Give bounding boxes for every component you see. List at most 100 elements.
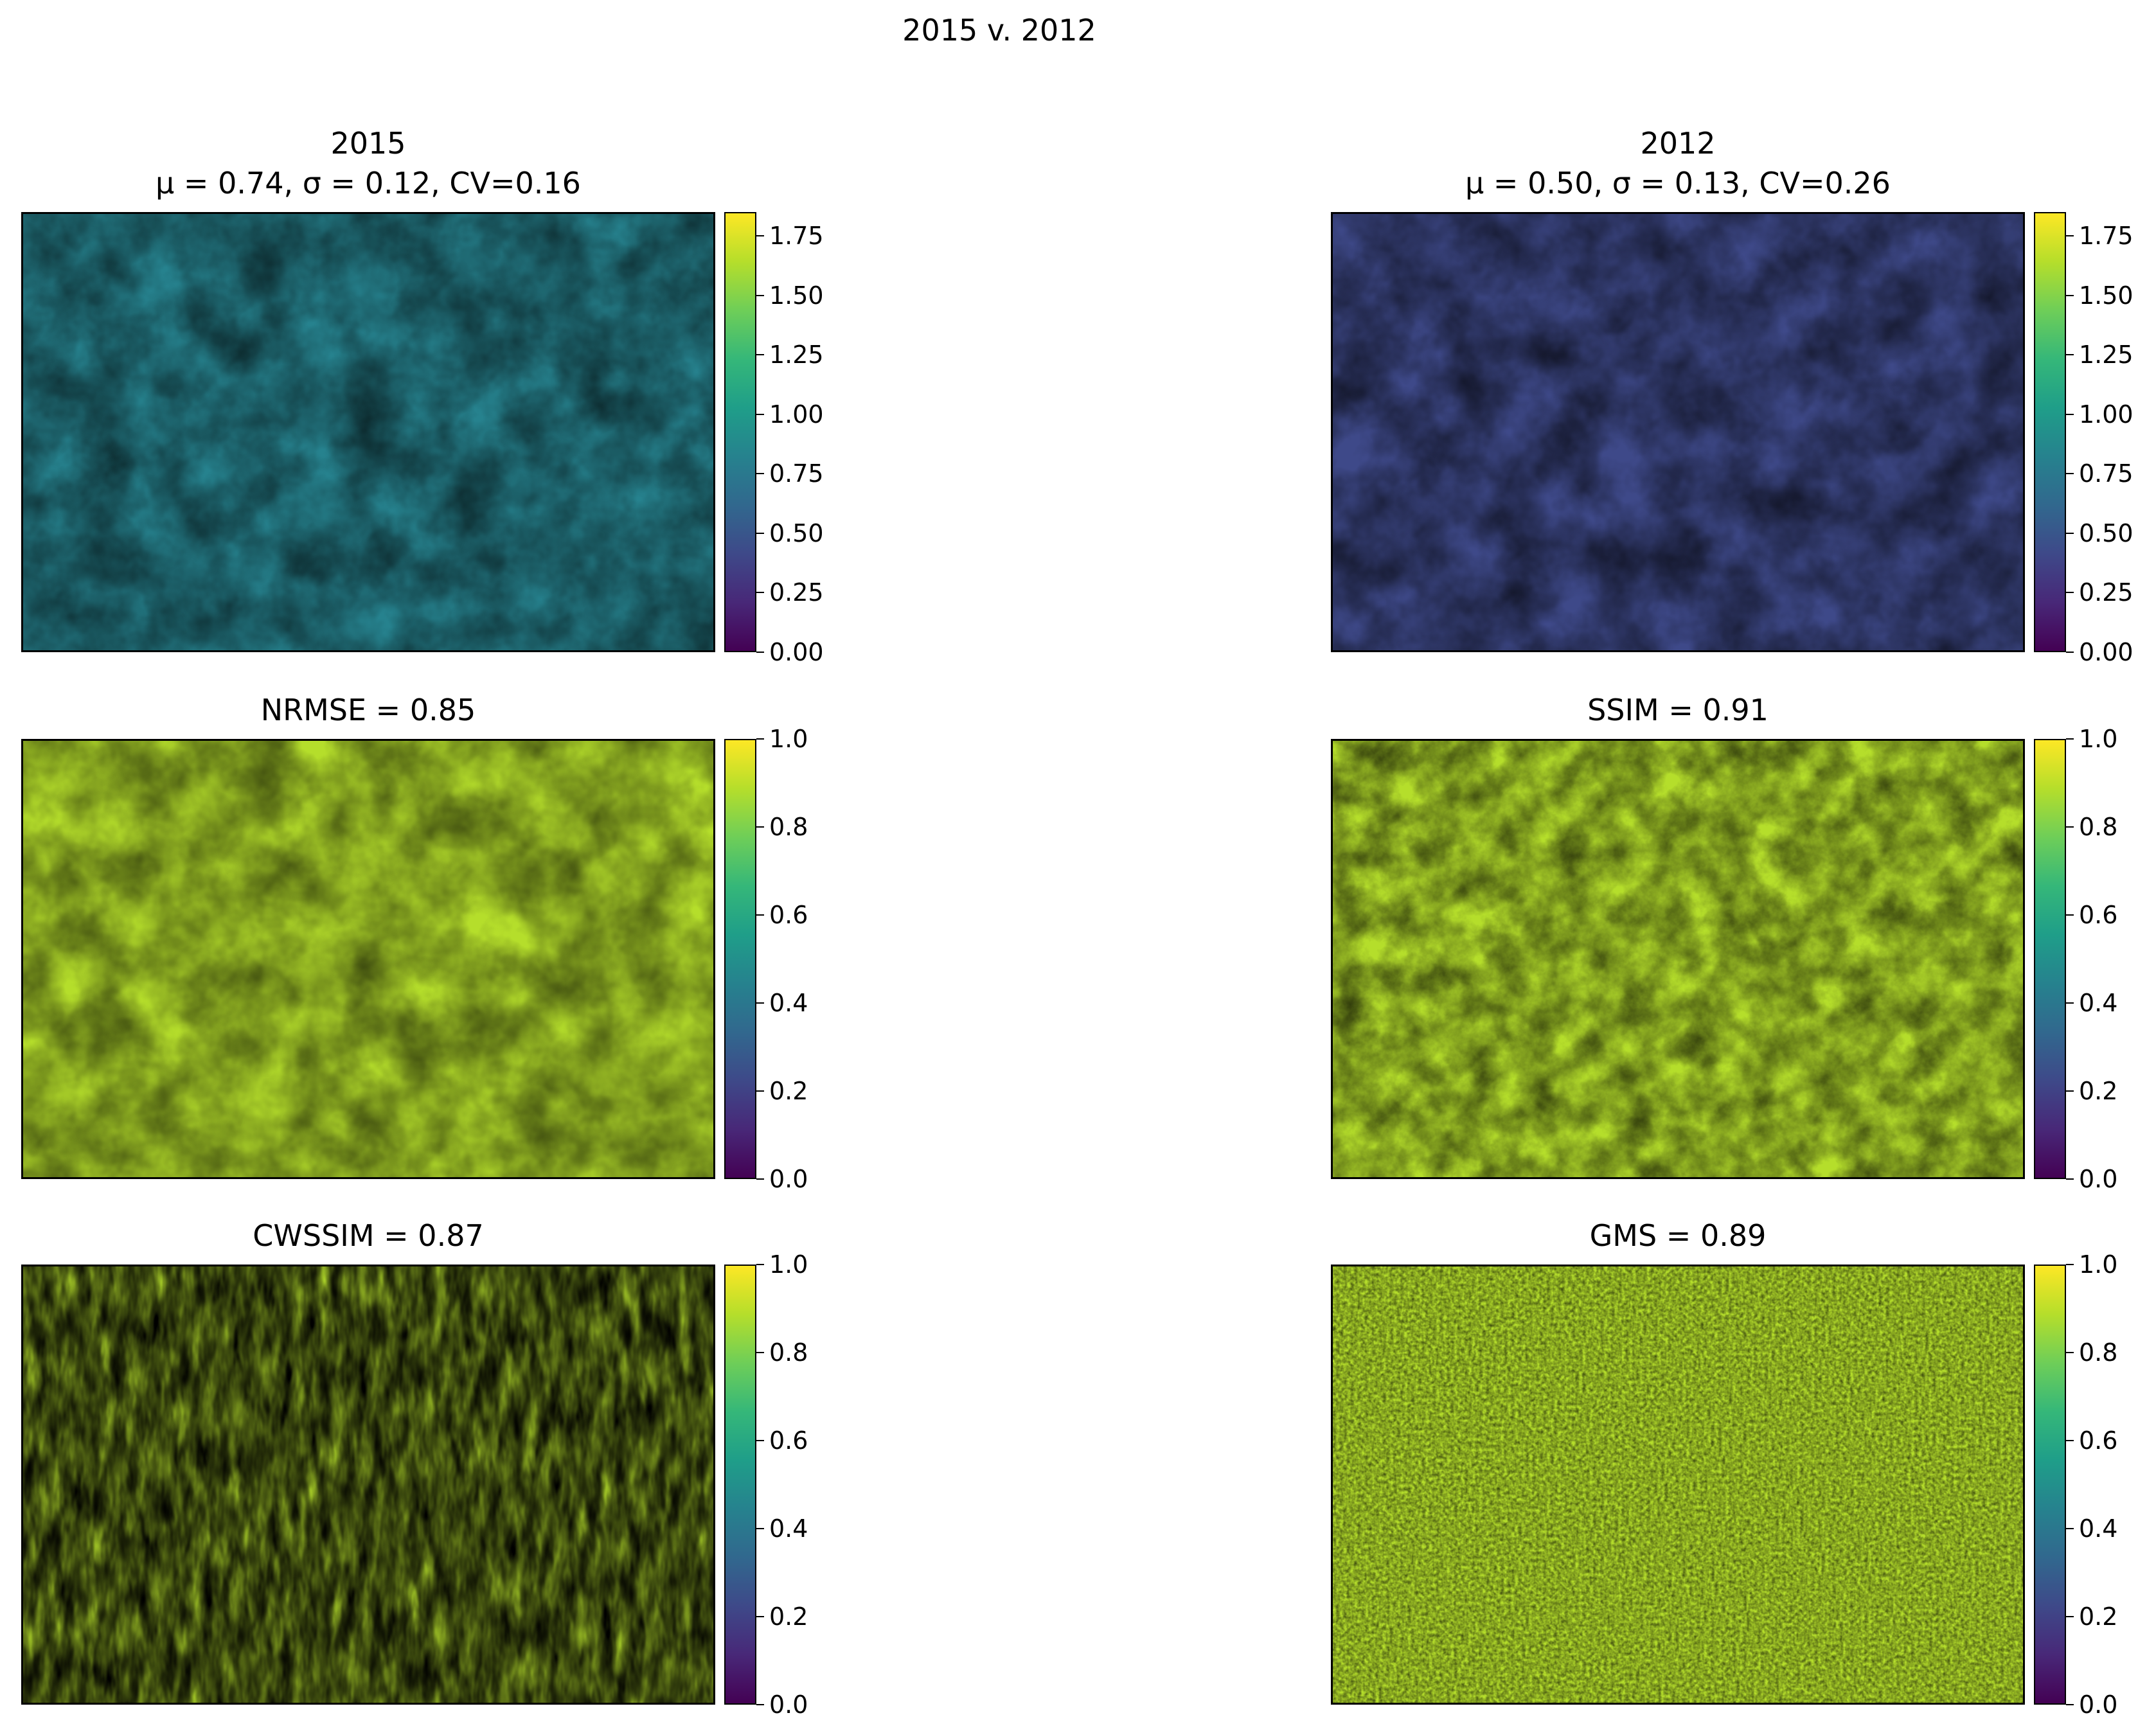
- colorbar-tick-label: 1.00: [2079, 400, 2134, 429]
- colorbar-tick: [2066, 413, 2074, 415]
- figure-title: 2015 v. 2012: [902, 13, 1096, 48]
- colorbar-tick: [2066, 1090, 2074, 1092]
- colorbar-tick-label: 0.4: [769, 989, 808, 1017]
- colorbar-tick-label: 1.50: [2079, 281, 2134, 310]
- colorbar-tick: [756, 652, 764, 653]
- colorbar-cwssim-0-87: [724, 1265, 756, 1705]
- colorbar-tick-label: 1.0: [2079, 725, 2118, 753]
- colorbar-tick-label: 0.0: [2079, 1691, 2118, 1719]
- colorbar-tick-label: 0.4: [2079, 989, 2118, 1017]
- heatmap-high-values: [1333, 741, 2023, 1177]
- colorbar-tick-label: 1.50: [769, 281, 824, 310]
- colorbar-tick: [2066, 738, 2074, 740]
- colorbar-tick: [756, 1090, 764, 1092]
- colorbar-tick-label: 0.4: [2079, 1514, 2118, 1543]
- colorbar-tick: [2066, 1528, 2074, 1529]
- panel-title-gms-0-89: GMS = 0.89: [1331, 1216, 2025, 1256]
- colorbar-tick: [756, 1440, 764, 1441]
- colorbar-tick-label: 0.0: [769, 1165, 808, 1193]
- colorbar-tick-label: 0.8: [2079, 813, 2118, 841]
- colorbar-tick: [2066, 235, 2074, 237]
- panel-title-line1: GMS = 0.89: [1589, 1218, 1767, 1253]
- colorbar-tick: [756, 235, 764, 237]
- colorbar-tick-label: 0.25: [769, 578, 824, 607]
- colorbar-tick: [2066, 914, 2074, 916]
- colorbar-tick: [756, 1002, 764, 1004]
- colorbar-tick-label: 1.25: [2079, 341, 2134, 369]
- heatmap-2015: [21, 212, 715, 652]
- panel-title-cwssim-0-87: CWSSIM = 0.87: [21, 1216, 715, 1256]
- colorbar-tick: [756, 1264, 764, 1265]
- colorbar-tick-label: 0.2: [769, 1602, 808, 1631]
- heatmap-field: [23, 1266, 713, 1703]
- heatmap-field: [1333, 741, 2023, 1177]
- colorbar-tick: [756, 1616, 764, 1617]
- colorbar-tick-label: 1.75: [769, 222, 824, 251]
- colorbar-tick: [756, 413, 764, 415]
- colorbar-tick-label: 0.25: [2079, 578, 2134, 607]
- heatmap-field: [1333, 214, 2023, 650]
- colorbar-gms-0-89: [2034, 1265, 2066, 1705]
- colorbar-tick: [756, 1352, 764, 1353]
- colorbar-tick: [2066, 532, 2074, 534]
- colorbar-tick-label: 1.25: [769, 341, 824, 369]
- colorbar-tick: [756, 294, 764, 296]
- colorbar-tick: [2066, 826, 2074, 828]
- colorbar-tick-label: 0.0: [769, 1691, 808, 1719]
- colorbar-tick: [2066, 1440, 2074, 1441]
- colorbar-tick: [2066, 294, 2074, 296]
- heatmap-high-values: [1333, 1266, 2023, 1703]
- heatmap-field: [23, 741, 713, 1177]
- colorbar-tick: [2066, 473, 2074, 475]
- colorbar-tick: [756, 1704, 764, 1705]
- panel-title-line1: NRMSE = 0.85: [260, 693, 476, 727]
- panel-title-ssim-0-91: SSIM = 0.91: [1331, 690, 2025, 730]
- panel-title-2012: 2012 μ = 0.50, σ = 0.13, CV=0.26: [1331, 123, 2025, 203]
- colorbar-tick-label: 0.2: [2079, 1077, 2118, 1105]
- colorbar-tick: [2066, 354, 2074, 356]
- heatmap-gms-0-89: [1331, 1265, 2025, 1705]
- colorbar-tick-label: 0.2: [769, 1077, 808, 1105]
- panel-title-stats: μ = 0.74, σ = 0.12, CV=0.16: [156, 166, 581, 200]
- colorbar-tick-label: 0.50: [769, 519, 824, 547]
- colorbar-tick: [2066, 1178, 2074, 1180]
- colorbar-tick: [756, 592, 764, 594]
- colorbar-tick-label: 1.0: [769, 725, 808, 753]
- colorbar-tick-label: 1.75: [2079, 222, 2134, 251]
- colorbar-tick-label: 0.75: [769, 459, 824, 488]
- heatmap-field: [1333, 1266, 2023, 1703]
- colorbar-tick: [2066, 1264, 2074, 1265]
- colorbar-tick-label: 0.00: [2079, 638, 2134, 666]
- colorbar-tick: [756, 1178, 764, 1180]
- colorbar-tick-label: 1.0: [2079, 1250, 2118, 1279]
- colorbar-tick: [756, 354, 764, 356]
- colorbar-tick-label: 0.4: [769, 1514, 808, 1543]
- heatmap-2012: [1331, 212, 2025, 652]
- colorbar-tick-label: 0.8: [2079, 1338, 2118, 1367]
- colorbar-tick-label: 1.00: [769, 400, 824, 429]
- heatmap-high-values: [1333, 214, 2023, 650]
- colorbar-tick: [2066, 1352, 2074, 1353]
- colorbar-tick-label: 0.6: [2079, 901, 2118, 929]
- colorbar-tick-label: 0.6: [769, 901, 808, 929]
- heatmap-ssim-0-91: [1331, 739, 2025, 1179]
- colorbar-tick-label: 0.8: [769, 813, 808, 841]
- colorbar-tick-label: 1.0: [769, 1250, 808, 1279]
- panel-title-2015: 2015 μ = 0.74, σ = 0.12, CV=0.16: [21, 123, 715, 203]
- colorbar-tick-label: 0.0: [2079, 1165, 2118, 1193]
- colorbar-tick: [756, 532, 764, 534]
- colorbar-tick: [2066, 1002, 2074, 1004]
- heatmap-cwssim-0-87: [21, 1265, 715, 1705]
- colorbar-tick-label: 0.8: [769, 1338, 808, 1367]
- heatmap-high-values: [23, 741, 713, 1177]
- colorbar-tick: [756, 1528, 764, 1529]
- colorbar-tick-label: 0.00: [769, 638, 824, 666]
- heatmap-high-values: [23, 1266, 713, 1703]
- colorbar-tick: [2066, 592, 2074, 594]
- colorbar-tick-label: 0.6: [769, 1426, 808, 1455]
- colorbar-tick-label: 0.75: [2079, 459, 2134, 488]
- colorbar-tick: [756, 473, 764, 475]
- panel-title-nrmse-0-85: NRMSE = 0.85: [21, 690, 715, 730]
- colorbar-tick: [2066, 1704, 2074, 1705]
- panel-title-stats: μ = 0.50, σ = 0.13, CV=0.26: [1465, 166, 1891, 200]
